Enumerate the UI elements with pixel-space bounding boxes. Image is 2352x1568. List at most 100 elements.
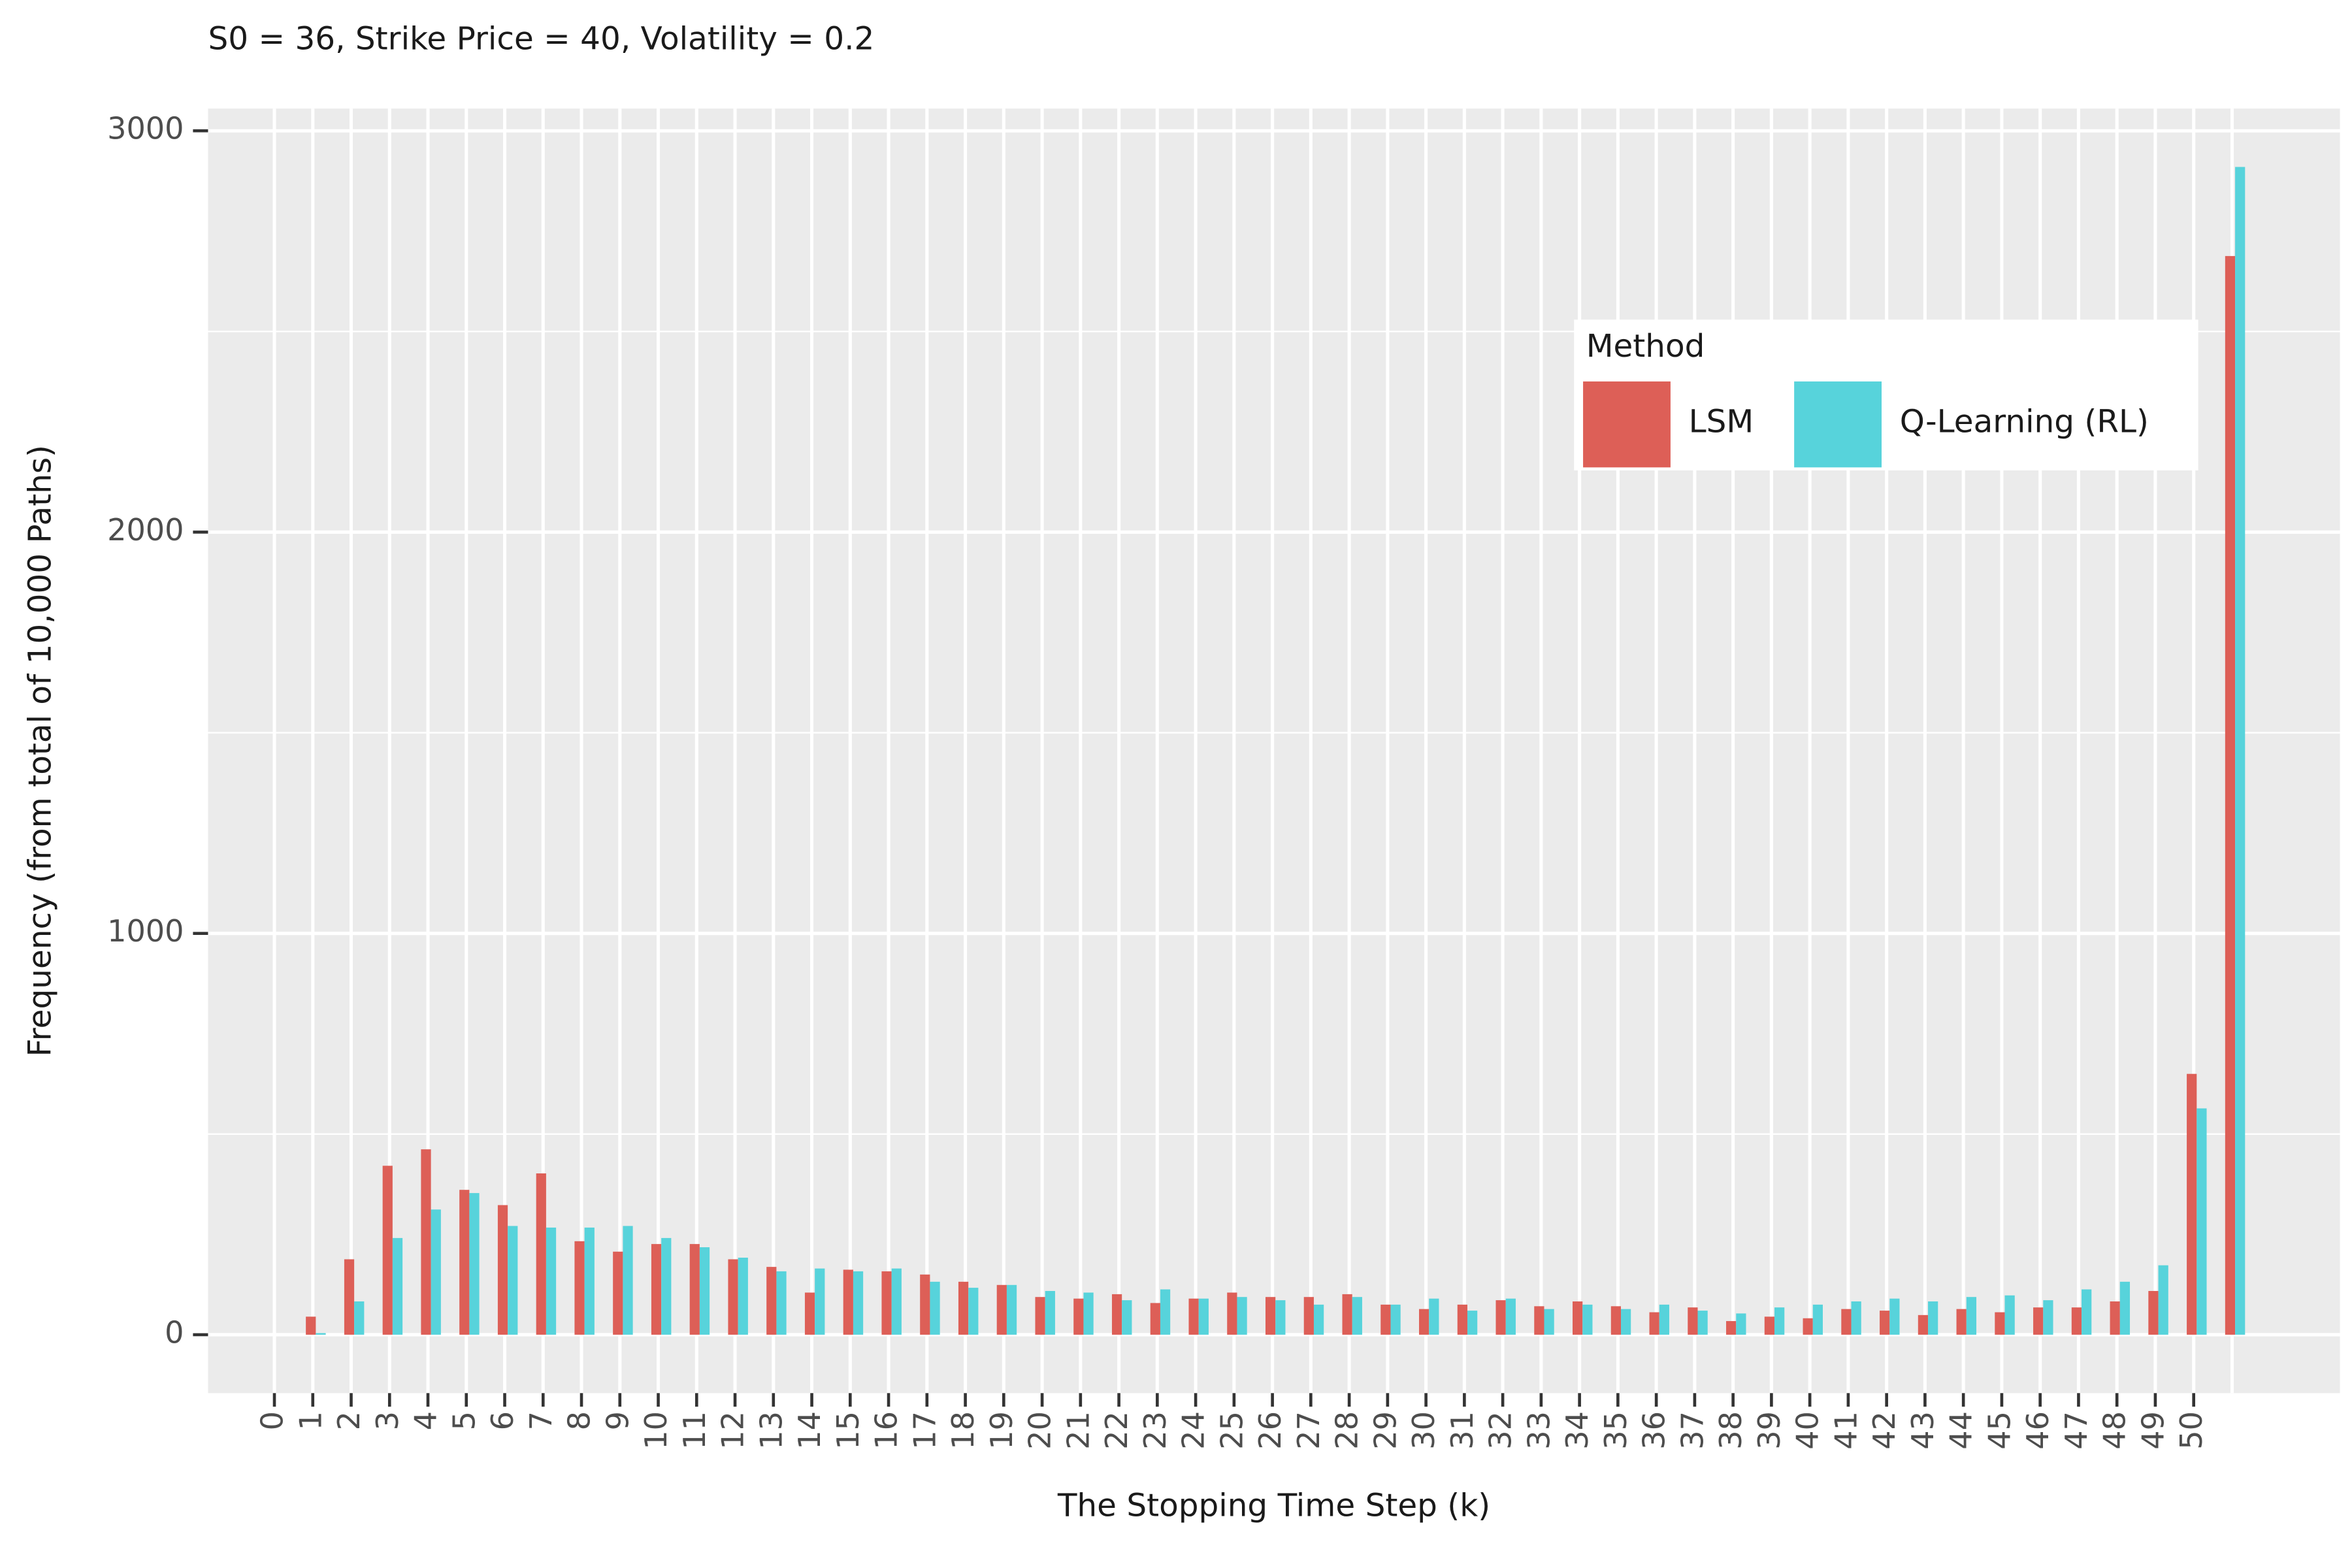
x-tick-label: 18: [945, 1411, 981, 1450]
bar: [623, 1226, 633, 1335]
bar: [2071, 1307, 2082, 1335]
bar: [584, 1227, 595, 1335]
bar: [1918, 1315, 1929, 1335]
bar: [1803, 1318, 1813, 1335]
bar: [853, 1271, 864, 1335]
x-tick-label: 10: [638, 1411, 674, 1450]
bar: [316, 1333, 326, 1335]
bar: [354, 1301, 365, 1335]
bar: [689, 1244, 700, 1335]
x-tick-label: 5: [446, 1411, 482, 1430]
x-tick-label: 24: [1176, 1411, 1211, 1450]
x-tick-label: 21: [1060, 1411, 1096, 1450]
bar: [1534, 1306, 1544, 1335]
bar: [1122, 1300, 1132, 1335]
x-tick-label: 12: [715, 1411, 751, 1450]
bar: [1774, 1307, 1785, 1335]
bar: [1006, 1284, 1017, 1335]
bar: [1928, 1301, 1938, 1335]
bar: [497, 1205, 508, 1335]
bar: [1841, 1309, 1852, 1335]
bar: [1073, 1298, 1084, 1335]
x-tick-label: 44: [1944, 1411, 1979, 1450]
bars: [306, 167, 2246, 1335]
legend-swatch: [1794, 381, 1882, 468]
bar: [843, 1269, 853, 1335]
x-tick-label: 45: [1982, 1411, 2017, 1450]
x-tick-label: 6: [485, 1411, 520, 1430]
bar: [382, 1166, 393, 1335]
bar: [574, 1241, 585, 1335]
bar: [1160, 1289, 1171, 1335]
bar: [1352, 1297, 1362, 1335]
bar: [699, 1247, 710, 1335]
bar: [1812, 1304, 1823, 1335]
bar: [1083, 1292, 1094, 1335]
x-tick-label: 38: [1713, 1411, 1748, 1450]
legend-box: [1574, 319, 2198, 470]
chart-title: S0 = 36, Strike Price = 40, Volatility =…: [208, 20, 874, 57]
bar: [1419, 1309, 1429, 1335]
x-tick-label: 1: [293, 1411, 328, 1430]
bar: [508, 1226, 518, 1335]
bar: [2110, 1301, 2120, 1335]
bar: [920, 1274, 930, 1335]
bar: [1188, 1298, 1199, 1335]
bar: [881, 1271, 892, 1335]
bar: [1851, 1301, 1861, 1335]
bar: [1582, 1304, 1593, 1335]
x-tick-label: 16: [869, 1411, 904, 1450]
x-tick-label: 43: [1905, 1411, 1940, 1450]
legend-title: Method: [1586, 328, 1705, 365]
x-tick-label: 23: [1137, 1411, 1173, 1450]
bar: [930, 1281, 940, 1335]
bar: [2235, 167, 2246, 1335]
x-tick-label: 25: [1214, 1411, 1249, 1450]
bar: [1726, 1321, 1737, 1335]
x-tick-label: 40: [1790, 1411, 1825, 1450]
bar: [1429, 1298, 1439, 1335]
bar: [1697, 1311, 1708, 1335]
bar: [1303, 1297, 1314, 1335]
bar: [1505, 1298, 1516, 1335]
bar: [344, 1259, 355, 1335]
x-tick-label: 11: [677, 1411, 712, 1450]
bar: [2043, 1300, 2053, 1335]
bar: [1237, 1297, 1247, 1335]
x-tick-label: 17: [907, 1411, 942, 1450]
x-axis-label: The Stopping Time Step (k): [1057, 1488, 1490, 1524]
x-tick-label: 0: [254, 1411, 289, 1430]
bar: [1275, 1300, 1286, 1335]
bar: [306, 1316, 316, 1335]
x-tick-label: 22: [1099, 1411, 1134, 1450]
x-tick-label: 7: [523, 1411, 559, 1430]
bar: [1880, 1311, 1890, 1335]
bar: [1045, 1290, 1055, 1335]
bar: [536, 1173, 546, 1335]
x-tick-label: 34: [1560, 1411, 1595, 1450]
bar: [1150, 1303, 1160, 1335]
bar: [613, 1251, 623, 1335]
x-tick-label: 13: [753, 1411, 789, 1450]
y-tick-label: 1000: [107, 913, 184, 949]
bar: [661, 1237, 672, 1335]
x-tick-label: 33: [1521, 1411, 1556, 1450]
x-tick-label: 30: [1406, 1411, 1441, 1450]
bar: [968, 1288, 979, 1335]
bar: [2225, 255, 2236, 1335]
bar: [891, 1268, 902, 1335]
x-tick-label: 36: [1637, 1411, 1672, 1450]
x-tick-label: 2: [331, 1411, 367, 1430]
bar: [1380, 1304, 1391, 1335]
bar: [1659, 1304, 1669, 1335]
bar: [766, 1267, 777, 1335]
bar: [1265, 1297, 1276, 1335]
bar: [431, 1209, 441, 1335]
bar: [1573, 1301, 1583, 1335]
bar: [1544, 1309, 1554, 1335]
bar: [459, 1190, 470, 1335]
bar: [2004, 1295, 2015, 1335]
x-tick-label: 15: [830, 1411, 866, 1450]
x-tick-label: 8: [562, 1411, 597, 1430]
